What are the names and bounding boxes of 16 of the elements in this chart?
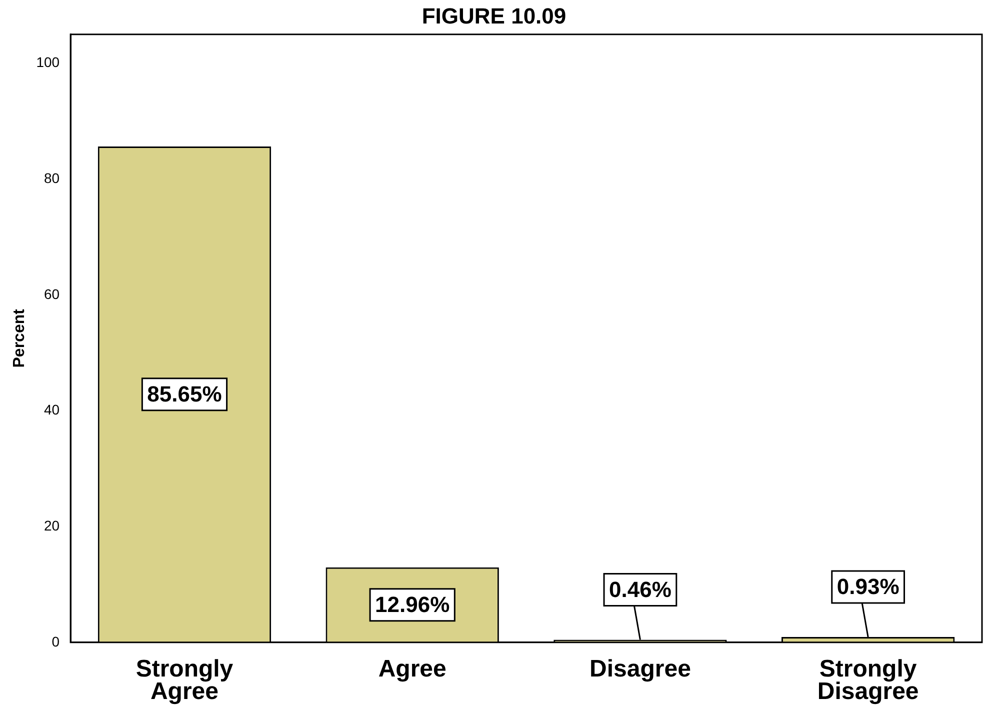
y-tick-label: 0	[52, 633, 60, 650]
x-tick-label: Agree	[378, 655, 446, 682]
x-tick-label: Strongly Agree	[136, 655, 234, 706]
x-tick-label: Strongly Disagree	[817, 655, 919, 706]
y-tick-label: 100	[36, 54, 60, 70]
y-tick-label: 80	[44, 170, 60, 186]
y-tick-label: 60	[44, 286, 60, 302]
y-axis-title: Percent	[11, 308, 28, 368]
data-label: 12.96%	[375, 592, 450, 617]
y-tick-label: 40	[44, 402, 60, 418]
x-tick-label: Disagree	[590, 655, 691, 682]
data-label: 0.46%	[609, 576, 672, 602]
data-label: 85.65%	[147, 381, 222, 406]
data-label: 0.93%	[836, 574, 900, 600]
chart-title: FIGURE 10.09	[422, 3, 566, 28]
y-tick-label: 20	[44, 517, 60, 534]
